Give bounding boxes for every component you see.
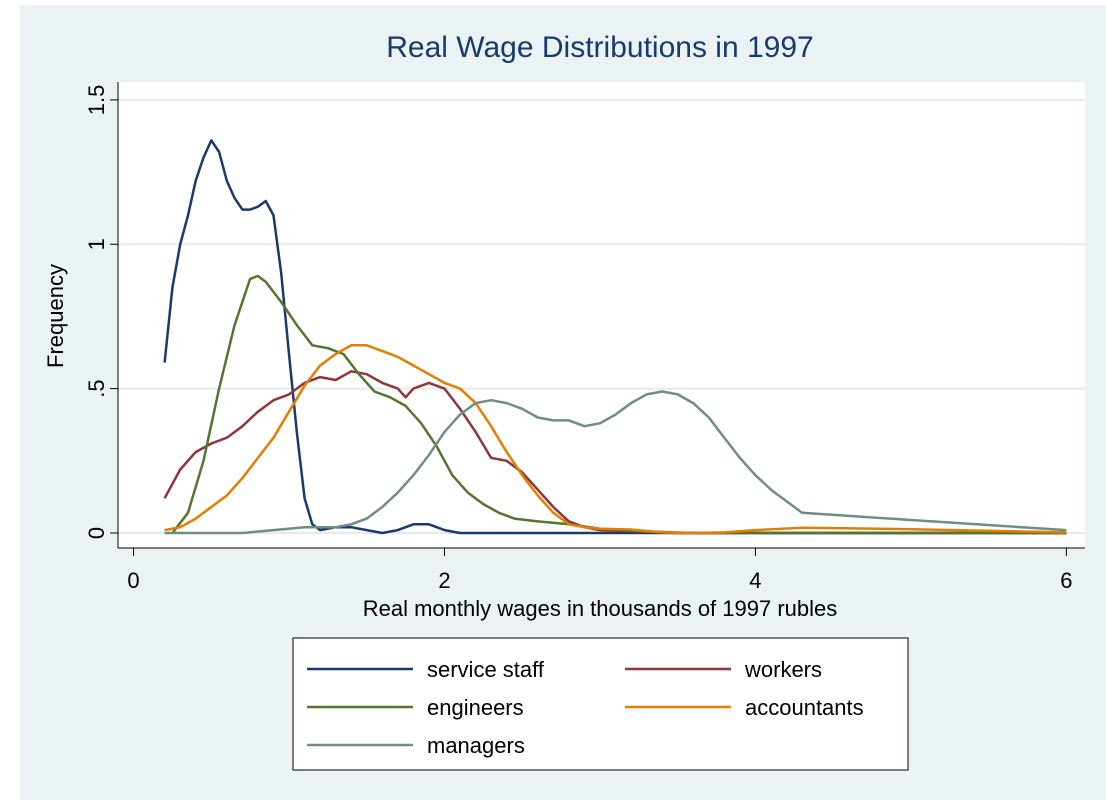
series-line (163, 370, 1067, 535)
series-line (164, 390, 1067, 535)
series-line (163, 139, 1067, 535)
series-line (171, 274, 1067, 535)
y-tick-label: .5 (84, 379, 109, 397)
y-axis-label: Frequency (43, 264, 68, 368)
x-axis-label: Real monthly wages in thousands of 1997 … (363, 596, 838, 621)
x-tick-label: 6 (1060, 568, 1072, 593)
legend-label: managers (427, 733, 525, 758)
legend-label: engineers (427, 695, 524, 720)
x-tick-label: 2 (438, 568, 450, 593)
y-tick-label: 1.5 (84, 85, 109, 116)
plot-area (118, 82, 1085, 548)
y-tick-label: 1 (84, 238, 109, 250)
legend-label: accountants (745, 695, 864, 720)
x-tick-label: 0 (127, 568, 139, 593)
legend-label: service staff (427, 657, 545, 682)
chart-title: Real Wage Distributions in 1997 (386, 31, 813, 64)
legend-box (292, 637, 909, 771)
x-tick-label: 4 (749, 568, 761, 593)
series-line (164, 344, 1067, 535)
y-tick-label: 0 (84, 527, 109, 539)
legend-label: workers (744, 657, 822, 682)
